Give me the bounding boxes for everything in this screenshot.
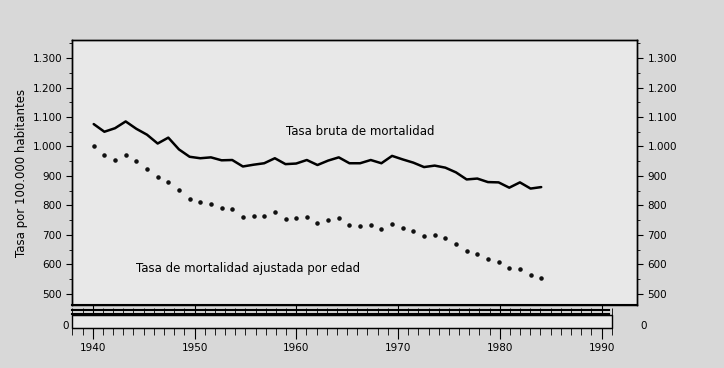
- Y-axis label: Tasa por 100.000 habitantes: Tasa por 100.000 habitantes: [15, 89, 28, 257]
- Text: Tasa de mortalidad ajustada por edad: Tasa de mortalidad ajustada por edad: [136, 262, 361, 275]
- Text: 0: 0: [62, 321, 69, 331]
- Text: 0: 0: [641, 321, 647, 331]
- Text: Tasa bruta de mortalidad: Tasa bruta de mortalidad: [285, 125, 434, 138]
